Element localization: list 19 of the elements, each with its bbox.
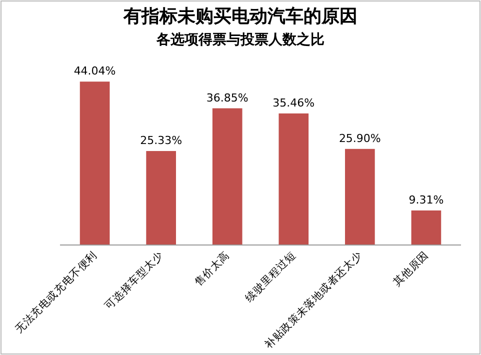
bar (345, 148, 375, 245)
x-tick-label: 售价太高 (192, 248, 232, 289)
bar (146, 151, 176, 245)
bar (411, 210, 442, 245)
chart-title: 有指标未购买电动汽车的原因 (122, 6, 358, 27)
data-label: 35.46% (272, 96, 315, 110)
bar (80, 82, 110, 245)
data-label: 9.31% (408, 193, 444, 206)
data-label: 44.04% (74, 64, 116, 78)
data-label: 25.90% (338, 132, 381, 145)
data-label: 25.33% (140, 134, 182, 148)
bar (278, 113, 309, 245)
x-tick-label: 可选择车型太少 (102, 248, 166, 312)
chart-subtitle: 各选项得票与投票人数之比 (156, 31, 324, 48)
x-tick-label: 其他原因 (390, 248, 431, 289)
x-tick-label: 续驶里程过短 (242, 248, 298, 304)
bar (212, 108, 242, 245)
data-label: 36.85% (206, 91, 248, 104)
x-tick-label: 无法充电或充电不便利 (12, 248, 100, 336)
